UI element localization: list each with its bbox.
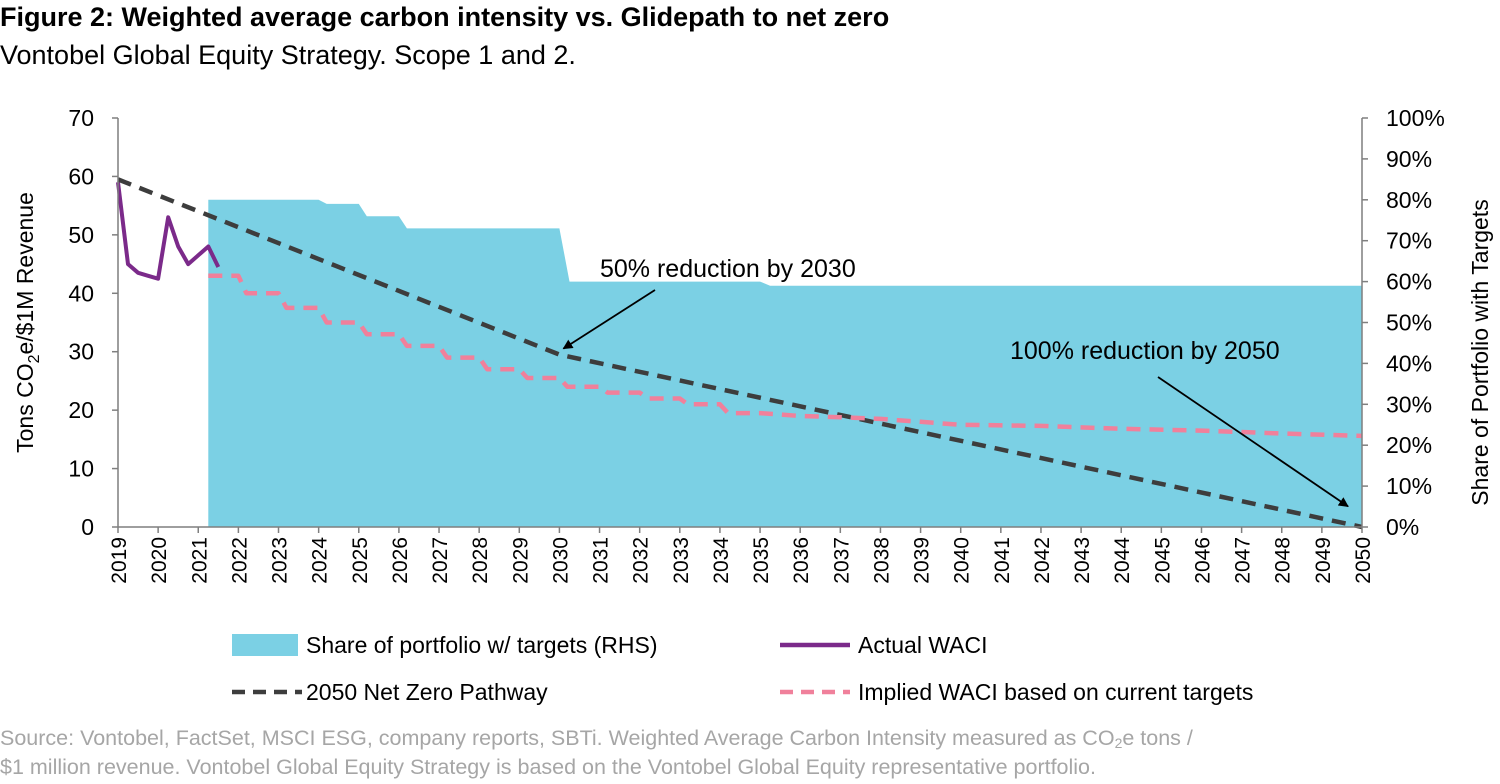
x-tick-label: 2023 (269, 537, 292, 584)
x-tick-label: 2025 (349, 537, 372, 584)
x-tick-label: 2040 (951, 537, 974, 584)
x-tick-label: 2034 (710, 537, 733, 584)
y-right-tick-label: 50% (1386, 310, 1432, 336)
x-tick-label: 2031 (590, 537, 613, 584)
x-tick-label: 2021 (188, 537, 211, 584)
y-right-tick-label: 40% (1386, 350, 1432, 376)
x-tick-label: 2026 (389, 537, 412, 584)
x-tick-label: 2045 (1151, 537, 1174, 584)
x-tick-label: 2027 (429, 537, 452, 584)
x-tick-label: 2050 (1352, 537, 1375, 584)
y-right-tick-label: 30% (1386, 391, 1432, 417)
x-tick-label: 2036 (790, 537, 813, 584)
x-tick-label: 2046 (1191, 537, 1214, 584)
y-left-tick-label: 70 (68, 105, 94, 131)
legend-2050-net-zero-pathway-label: 2050 Net Zero Pathway (306, 679, 548, 705)
series-2050-net-zero-pathway-line (117, 177, 1363, 530)
figure-subtitle: Vontobel Global Equity Strategy. Scope 1… (0, 40, 576, 70)
y-left-tick-label: 30 (68, 339, 94, 365)
x-tick-label: 2048 (1272, 537, 1295, 584)
y-right-tick-label: 60% (1386, 269, 1432, 295)
y-left-tick-label: 40 (68, 280, 94, 306)
series-share-of-portfolio-w-targets-rhs-area (208, 199, 1362, 528)
annotation-2030-text: 50% reduction by 2030 (600, 255, 856, 283)
x-tick-label: 2032 (630, 537, 653, 584)
y-left-tick-label: 0 (81, 514, 94, 540)
x-tick-label: 2022 (228, 537, 251, 584)
x-tick-label: 2020 (148, 537, 171, 584)
x-tick-label: 2047 (1232, 537, 1255, 584)
chart: 0102030405060700%10%20%30%40%50%60%70%80… (12, 105, 1493, 705)
x-tick-label: 2019 (108, 537, 131, 584)
annotation-2050-text: 100% reduction by 2050 (1010, 337, 1280, 365)
y-right-tick-label: 90% (1386, 146, 1432, 172)
annotation-2030-arrow (562, 289, 656, 350)
y-right-tick-label: 80% (1386, 187, 1432, 213)
x-tick-label: 2028 (469, 537, 492, 584)
annotation-2050-arrow (1157, 376, 1349, 508)
source-line-1: Source: Vontobel, FactSet, MSCI ESG, com… (0, 726, 1193, 751)
y-right-tick-label: 10% (1386, 473, 1432, 499)
legend-share-of-portfolio-w-targets-rhs-swatch (232, 634, 298, 656)
x-tick-label: 2033 (670, 537, 693, 584)
x-tick-label: 2035 (750, 537, 773, 584)
y-right-tick-label: 0% (1386, 514, 1419, 540)
y-axis-left-title: Tons CO2e/$1M Revenue (12, 192, 43, 453)
x-tick-label: 2043 (1071, 537, 1094, 584)
figure-title: Figure 2: Weighted average carbon intens… (0, 2, 890, 32)
x-tick-label: 2024 (309, 537, 332, 584)
y-axis-right-title: Share of Portfolio with Targets (1467, 199, 1493, 505)
y-right-tick-label: 100% (1386, 105, 1445, 131)
x-tick-label: 2041 (991, 537, 1014, 584)
source-note: Source: Vontobel, FactSet, MSCI ESG, com… (0, 724, 1500, 782)
y-left-tick-label: 50 (68, 222, 94, 248)
legend-actual-waci-label: Actual WACI (858, 632, 988, 658)
x-tick-label: 2049 (1312, 537, 1335, 584)
x-tick-label: 2042 (1031, 537, 1054, 584)
x-tick-label: 2044 (1111, 537, 1134, 584)
y-left-tick-label: 20 (68, 397, 94, 423)
x-tick-label: 2038 (870, 537, 893, 584)
y-right-tick-label: 70% (1386, 228, 1432, 254)
x-tick-label: 2039 (911, 537, 934, 584)
legend-share-of-portfolio-w-targets-rhs-label: Share of portfolio w/ targets (RHS) (306, 632, 658, 658)
y-right-tick-label: 20% (1386, 432, 1432, 458)
y-left-tick-label: 10 (68, 456, 94, 482)
x-tick-label: 2030 (549, 537, 572, 584)
y-left-tick-label: 60 (68, 163, 94, 189)
x-tick-label: 2037 (830, 537, 853, 584)
series-actual-waci-line (116, 182, 221, 281)
x-tick-label: 2029 (509, 537, 532, 584)
legend-implied-waci-based-on-current-targets-label: Implied WACI based on current targets (858, 679, 1253, 705)
source-line-2: $1 million revenue. Vontobel Global Equi… (0, 755, 1096, 779)
